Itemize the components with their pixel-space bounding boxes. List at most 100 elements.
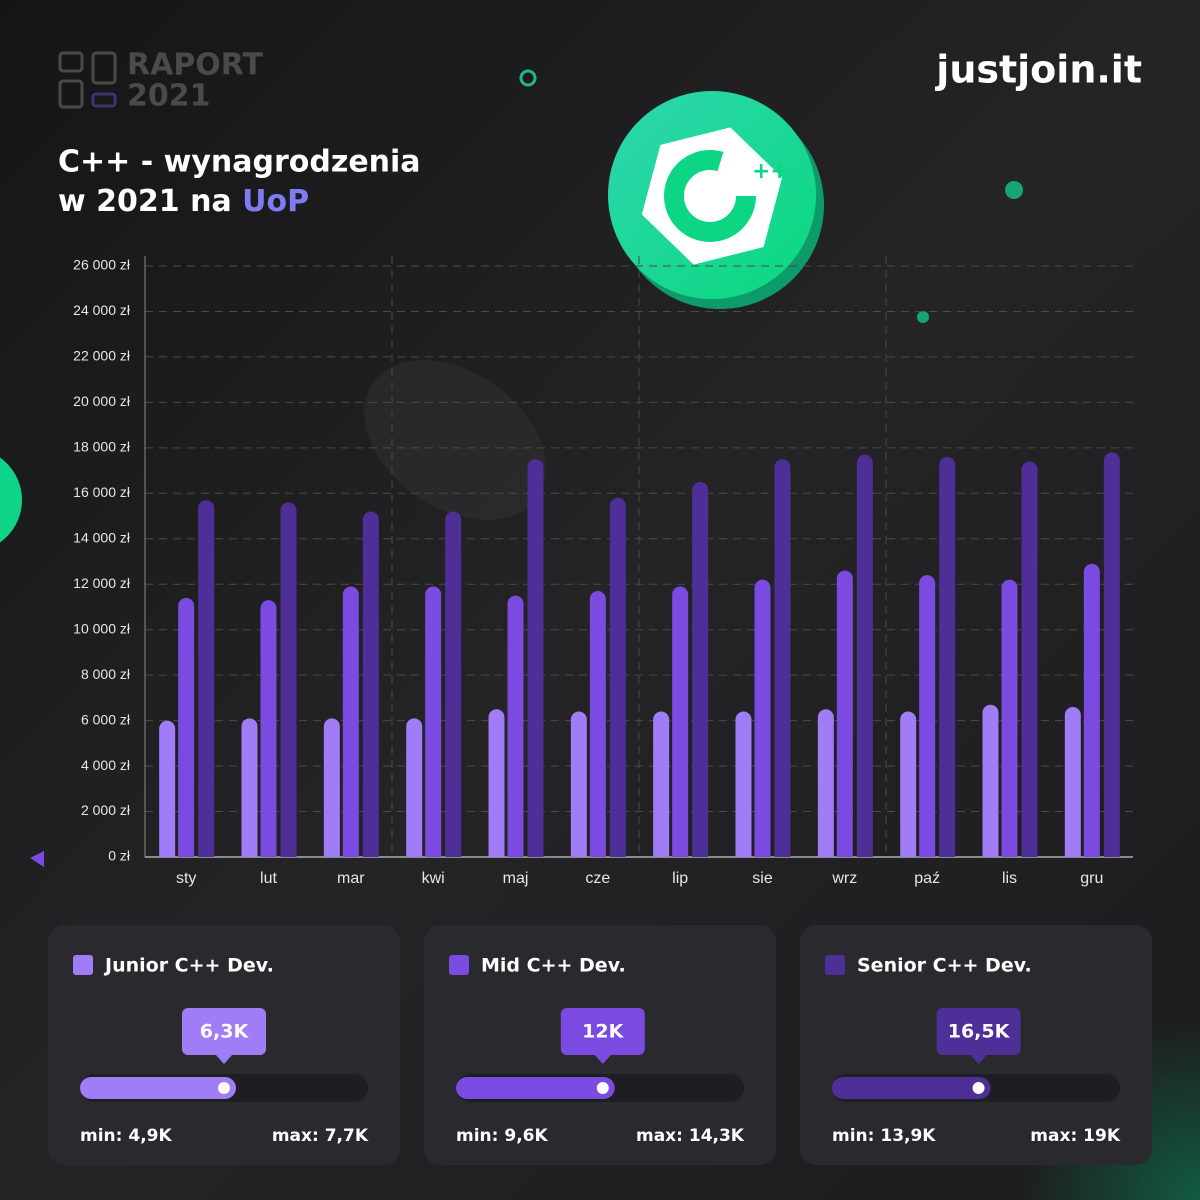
bar: [241, 718, 258, 857]
bar: [939, 456, 956, 857]
min-label: min: 13,9K: [832, 1126, 936, 1146]
value-bubble: [936, 1008, 1021, 1055]
y-tick-label: 0 zł: [108, 848, 131, 864]
x-tick-label: wrz: [831, 870, 857, 887]
report-label: RAPORT: [127, 48, 264, 83]
deco-circle: [0, 457, 22, 543]
bar: [919, 575, 936, 857]
legend-swatch: [825, 955, 845, 975]
report-year: 2021: [127, 79, 211, 114]
bar: [280, 502, 297, 857]
bar: [198, 500, 215, 857]
bar: [323, 718, 340, 857]
bar: [836, 570, 853, 857]
knob: [596, 1082, 609, 1094]
x-tick-label: lut: [260, 870, 277, 887]
value-label: 12K: [582, 1021, 624, 1043]
bar: [672, 586, 689, 857]
bar: [507, 595, 524, 857]
bar: [1001, 579, 1018, 857]
y-tick-label: 16 000 zł: [73, 484, 131, 500]
max-label: max: 14,3K: [636, 1126, 745, 1146]
track-fill: [832, 1077, 991, 1099]
bar: [1083, 563, 1100, 857]
bar: [527, 459, 544, 857]
bar: [406, 718, 423, 857]
value-bubble: [182, 1008, 266, 1055]
legend-swatch: [449, 955, 469, 975]
bar: [589, 591, 606, 857]
legend-label: Senior C++ Dev.: [857, 955, 1032, 977]
bar: [817, 709, 834, 857]
track-fill: [456, 1077, 615, 1099]
deco-dot: [519, 69, 537, 87]
knob: [972, 1082, 985, 1094]
bar: [362, 511, 379, 857]
title-text: w 2021 na: [58, 184, 232, 219]
bar: [856, 454, 873, 857]
max-label: max: 7,7K: [272, 1126, 369, 1146]
brand: justjoin.it: [934, 48, 1142, 92]
bar: [735, 711, 752, 857]
bar: [445, 511, 462, 857]
min-label: min: 9,6K: [456, 1126, 548, 1146]
y-tick-label: 20 000 zł: [73, 393, 131, 409]
coin-plus: ++: [752, 159, 789, 184]
x-tick-label: maj: [503, 870, 529, 887]
min-label: min: 4,9K: [80, 1126, 172, 1146]
y-tick-label: 12 000 zł: [73, 575, 131, 591]
bar: [609, 497, 626, 857]
bar: [260, 600, 277, 857]
value-label: 16,5K: [948, 1021, 1011, 1043]
x-tick-label: sty: [176, 870, 196, 887]
y-tick-label: 26 000 zł: [73, 257, 131, 273]
x-tick-label: lis: [1002, 870, 1017, 887]
bar: [774, 459, 791, 857]
bar: [159, 720, 176, 857]
bar: [570, 711, 587, 857]
bar: [1021, 461, 1038, 857]
y-tick-label: 10 000 zł: [73, 620, 131, 636]
legend-swatch: [73, 955, 93, 975]
coin: ++: [608, 91, 824, 309]
deco-dot: [1005, 181, 1023, 199]
x-tick-label: mar: [337, 870, 365, 887]
x-tick-label: sie: [752, 870, 773, 887]
bubble-pointer: [594, 1055, 611, 1064]
bubble-pointer: [216, 1055, 232, 1064]
title-line1: C++ - wynagrodzenia: [58, 145, 421, 180]
x-tick-label: lip: [672, 870, 688, 887]
y-tick-label: 2 000 zł: [81, 802, 131, 818]
y-tick-label: 8 000 zł: [81, 666, 131, 682]
y-tick-label: 4 000 zł: [81, 757, 131, 773]
title-line2: w 2021 na UoP: [58, 184, 309, 219]
bar: [1103, 452, 1120, 857]
coin-shadow: [364, 360, 546, 520]
y-tick-label: 22 000 zł: [73, 348, 131, 364]
y-tick-label: 14 000 zł: [73, 529, 131, 545]
bar: [692, 481, 709, 857]
report-logo: [58, 51, 117, 109]
bar: [900, 711, 917, 857]
y-tick-label: 18 000 zł: [73, 439, 131, 455]
x-tick-label: paź: [914, 870, 940, 887]
bar: [342, 586, 359, 857]
bubble-pointer: [970, 1055, 987, 1064]
bar: [1064, 706, 1081, 857]
value-bubble: [560, 1008, 645, 1055]
x-tick-label: kwi: [422, 870, 445, 887]
title-highlight: UoP: [242, 184, 309, 219]
deco-dot: [917, 311, 929, 323]
value-label: 6,3K: [200, 1021, 250, 1043]
track-fill: [80, 1077, 236, 1099]
x-tick-label: cze: [585, 870, 610, 887]
y-tick-label: 6 000 zł: [81, 711, 131, 727]
bar: [982, 704, 999, 857]
legend-label: Junior C++ Dev.: [103, 955, 274, 977]
bar: [178, 597, 195, 857]
y-tick-label: 24 000 zł: [73, 302, 131, 318]
bar: [488, 709, 505, 857]
bar: [653, 711, 670, 857]
max-label: max: 19K: [1030, 1126, 1121, 1146]
